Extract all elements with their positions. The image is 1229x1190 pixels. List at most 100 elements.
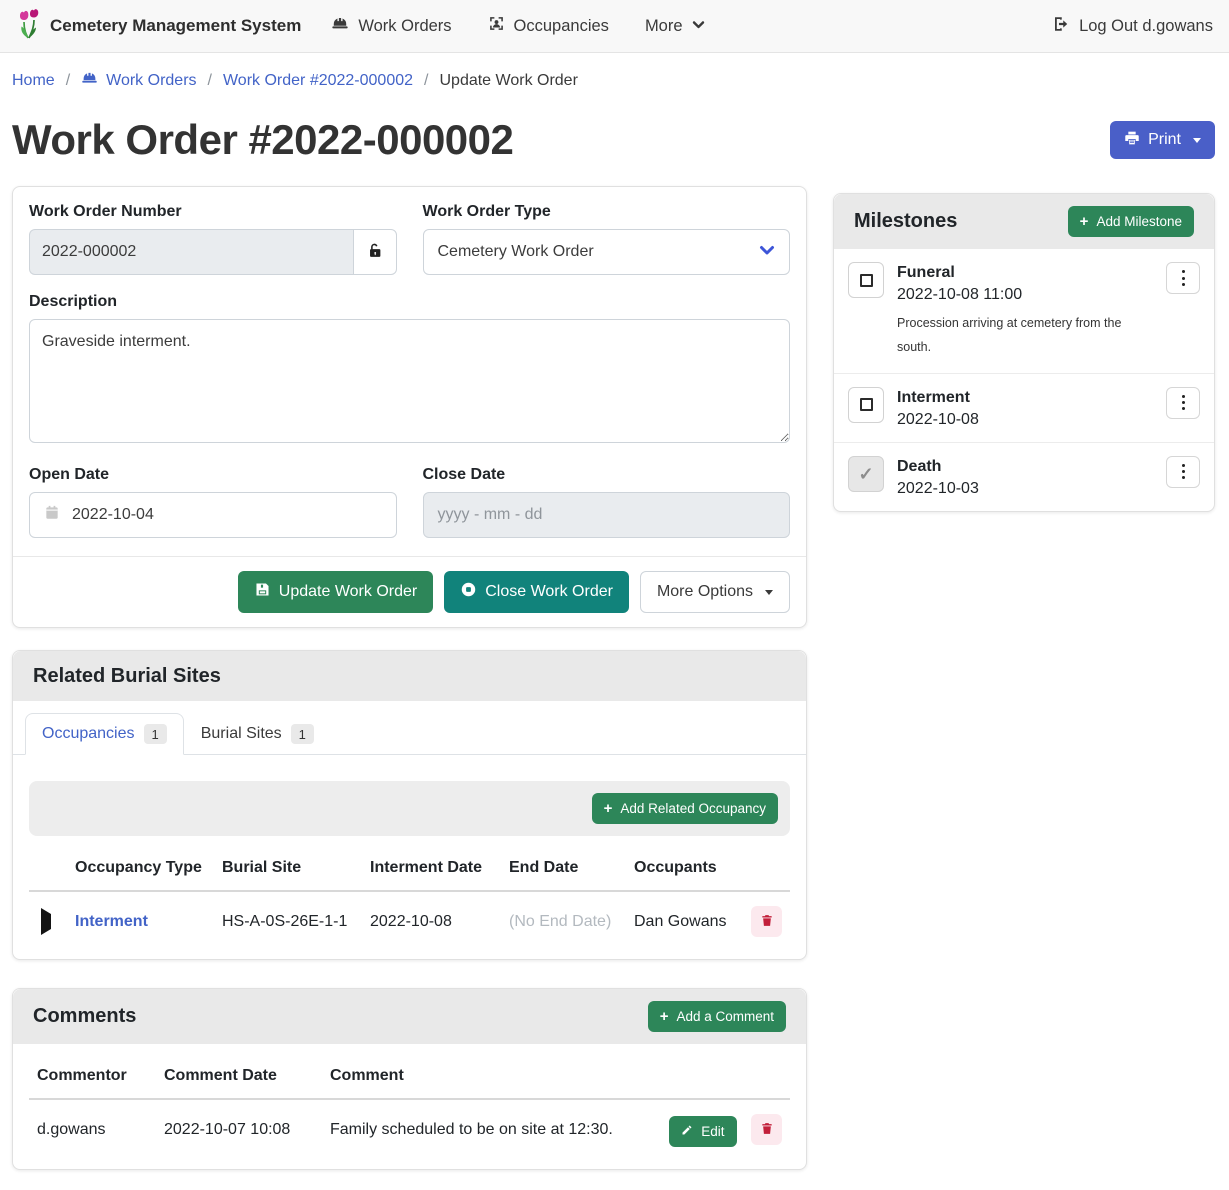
column-header-occupants: Occupants [626,846,741,892]
occupancy-type-link[interactable]: Interment [75,912,148,930]
comments-card: Comments + Add a Comment Commentor Comme… [12,988,807,1170]
milestone-checkbox[interactable] [848,262,884,298]
burial-site-cell: HS-A-0S-26E-1-1 [222,912,348,930]
tab-burial-sites-label: Burial Sites [200,725,282,742]
milestone-item-interment: Interment 2022-10-08 [834,372,1214,442]
breadcrumb-home[interactable]: Home [12,72,55,90]
close-date-input: yyyy - mm - dd [422,492,790,538]
end-date-cell: (No End Date) [509,912,612,930]
chevron-down-icon [692,17,705,36]
hard-hat-icon [331,15,349,38]
column-header-interment-date: Interment Date [362,846,501,892]
checkmark-icon: ✓ [858,463,874,484]
add-related-occupancy-button[interactable]: + Add Related Occupancy [591,793,778,824]
plus-icon: + [1079,213,1089,230]
unlock-number-button[interactable] [352,229,397,275]
nav-occupancies-label: Occupancies [513,16,609,35]
delete-occupancy-button[interactable] [751,906,782,937]
description-textarea[interactable]: Graveside interment. [29,319,790,443]
column-header-end-date: End Date [501,846,626,892]
nav-logout-label: Log Out d.gowans [1079,16,1213,35]
related-burial-sites-card: Related Burial Sites Occupancies 1 Buria… [12,650,807,960]
nav-occupancies[interactable]: Occupancies [488,15,609,37]
work-order-type-select[interactable]: Cemetery Work Order [422,229,790,275]
kebab-icon [1181,269,1185,288]
open-date-value: 2022-10-04 [72,506,154,523]
column-header-burial-site: Burial Site [214,846,362,892]
column-header-comment: Comment [322,1054,662,1100]
work-order-type-value: Cemetery Work Order [437,243,594,260]
expand-column-header [29,846,67,892]
tab-burial-sites-count-badge: 1 [290,724,314,744]
more-options-button[interactable]: More Options [639,571,790,613]
column-header-commentor: Commentor [29,1054,156,1100]
nav-more-label: More [644,16,683,35]
edit-comment-button[interactable]: Edit [669,1115,737,1147]
work-order-number-input [29,229,353,275]
plus-icon: + [603,800,613,817]
person-frame-icon [488,15,505,37]
nav-more[interactable]: More [645,17,705,36]
checkbox-unchecked-icon [859,398,873,412]
log-out-icon [1052,15,1070,38]
breadcrumb-current: Update Work Order [439,72,578,89]
occupants-cell: Dan Gowans [634,912,727,930]
checkbox-unchecked-icon [859,273,873,287]
milestone-item-death: ✓ Death 2022-10-03 [834,441,1214,511]
milestones-card: Milestones + Add Milestone Funeral 2022-… [833,193,1215,512]
save-icon [254,581,271,603]
brand-title: Cemetery Management System [50,16,302,35]
trash-icon [760,913,774,931]
breadcrumb-work-orders-label: Work Orders [106,72,197,89]
column-header-occupancy-type: Occupancy Type [67,846,214,892]
breadcrumb-work-orders[interactable]: Work Orders [81,70,197,92]
occupancy-table-row: Interment HS-A-0S-26E-1-1 2022-10-08 (No… [29,891,790,951]
add-milestone-label: Add Milestone [1096,214,1182,229]
update-work-order-label: Update Work Order [278,583,418,600]
breadcrumb-work-order-number[interactable]: Work Order #2022-000002 [223,72,413,90]
work-order-number-label: Work Order Number [29,203,182,220]
nav-work-orders[interactable]: Work Orders [331,15,452,38]
caret-down-icon [1193,137,1201,143]
calendar-icon [44,504,60,526]
close-work-order-button[interactable]: Close Work Order [444,571,629,613]
breadcrumb-separator: / [65,72,71,89]
tab-burial-sites[interactable]: Burial Sites 1 [184,713,331,755]
page-title: Work Order #2022-000002 [12,116,514,163]
add-comment-button[interactable]: + Add a Comment [647,1001,786,1032]
expand-row-button[interactable] [37,908,55,935]
milestone-menu-button[interactable] [1166,386,1200,419]
add-comment-label: Add a Comment [676,1009,774,1024]
description-label: Description [29,293,118,310]
edit-comment-label: Edit [701,1123,725,1139]
hard-hat-icon [81,70,98,92]
nav-logout[interactable]: Log Out d.gowans [1052,15,1213,38]
milestone-checkbox[interactable] [848,386,884,423]
add-milestone-button[interactable]: + Add Milestone [1067,206,1194,237]
milestone-checkbox[interactable]: ✓ [848,455,884,492]
interment-date-cell: 2022-10-08 [370,912,452,930]
brand-link[interactable]: Cemetery Management System [16,8,302,44]
milestone-note: Procession arriving at cemetery from the… [897,316,1122,355]
close-work-order-label: Close Work Order [485,583,613,600]
milestone-menu-button[interactable] [1166,262,1200,294]
add-related-occupancy-label: Add Related Occupancy [620,801,766,816]
update-work-order-button[interactable]: Update Work Order [237,571,434,613]
unlock-icon [366,241,383,263]
breadcrumb-home-label: Home [12,72,55,89]
breadcrumb-separator: / [207,72,212,89]
print-button[interactable]: Print [1110,121,1215,159]
work-order-type-label: Work Order Type [422,203,551,220]
delete-comment-button[interactable] [751,1114,782,1145]
open-date-input[interactable]: 2022-10-04 [29,492,397,538]
tulip-logo-icon [16,8,42,44]
milestone-menu-button[interactable] [1166,455,1200,488]
tab-occupancies[interactable]: Occupancies 1 [25,713,184,755]
breadcrumb-work-order-number-label: Work Order #2022-000002 [222,72,414,89]
printer-icon [1124,130,1140,151]
plus-icon: + [659,1008,669,1025]
kebab-icon [1181,462,1185,481]
milestone-item-funeral: Funeral 2022-10-08 11:00 Procession arri… [834,249,1214,373]
kebab-icon [1181,393,1185,412]
milestone-title: Interment [897,388,970,406]
